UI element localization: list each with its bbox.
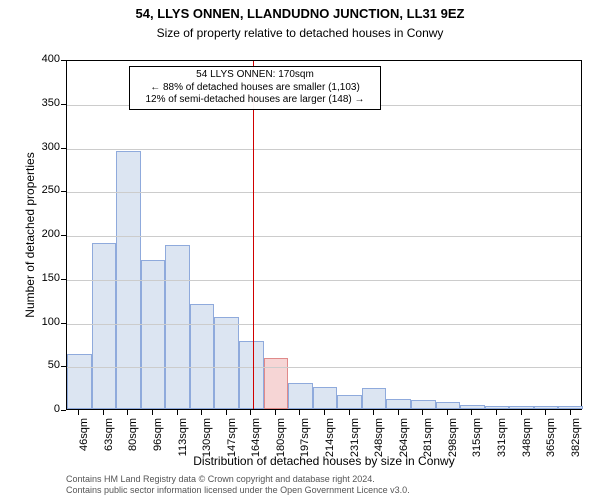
x-tick-mark — [103, 410, 104, 415]
y-tick-label: 0 — [10, 403, 60, 415]
chart-subtitle: Size of property relative to detached ho… — [0, 26, 600, 40]
gridline — [67, 280, 581, 281]
x-tick-mark — [496, 410, 497, 415]
y-tick-mark — [61, 410, 66, 411]
x-tick-mark — [299, 410, 300, 415]
gridline — [67, 149, 581, 150]
histogram-bar — [509, 406, 534, 410]
x-tick-mark — [398, 410, 399, 415]
y-tick-mark — [61, 279, 66, 280]
x-tick-mark — [250, 410, 251, 415]
gridline — [67, 324, 581, 325]
x-tick-mark — [570, 410, 571, 415]
reference-line — [253, 61, 254, 409]
y-tick-label: 50 — [10, 359, 60, 371]
annotation-line3: 12% of semi-detached houses are larger (… — [130, 94, 380, 107]
y-tick-label: 400 — [10, 53, 60, 65]
gridline — [67, 236, 581, 237]
histogram-bar — [190, 304, 215, 409]
histogram-bar — [141, 260, 166, 409]
y-tick-mark — [61, 148, 66, 149]
histogram-bar — [485, 406, 510, 410]
x-tick-mark — [127, 410, 128, 415]
gridline — [67, 367, 581, 368]
histogram-bar — [386, 399, 411, 410]
histogram-bar — [288, 383, 313, 409]
annotation-line1: 54 LLYS ONNEN: 170sqm — [130, 69, 380, 82]
histogram-bar — [239, 341, 264, 409]
chart-title: 54, LLYS ONNEN, LLANDUDNO JUNCTION, LL31… — [0, 6, 600, 21]
y-tick-mark — [61, 235, 66, 236]
y-axis-label: Number of detached properties — [23, 135, 37, 335]
x-tick-mark — [471, 410, 472, 415]
x-axis-label: Distribution of detached houses by size … — [66, 454, 582, 468]
histogram-bar — [165, 245, 190, 410]
y-tick-mark — [61, 60, 66, 61]
chart-page: { "chart": { "type": "histogram", "title… — [0, 0, 600, 500]
x-tick-mark — [545, 410, 546, 415]
y-tick-mark — [61, 323, 66, 324]
histogram-bar — [558, 406, 583, 409]
x-tick-mark — [177, 410, 178, 415]
histogram-bar — [411, 400, 436, 409]
histogram-bar — [362, 388, 387, 409]
histogram-bar — [214, 317, 239, 409]
credits-line2: Contains public sector information licen… — [66, 485, 582, 496]
chart-bars-layer — [67, 61, 581, 409]
histogram-bar — [337, 395, 362, 409]
histogram-bar — [67, 354, 92, 409]
histogram-bar — [264, 358, 289, 409]
gridline — [67, 192, 581, 193]
x-tick-mark — [201, 410, 202, 415]
x-tick-mark — [422, 410, 423, 415]
y-tick-mark — [61, 366, 66, 367]
y-tick-mark — [61, 104, 66, 105]
x-tick-mark — [275, 410, 276, 415]
x-tick-mark — [78, 410, 79, 415]
credits-line1: Contains HM Land Registry data © Crown c… — [66, 474, 582, 485]
x-tick-mark — [152, 410, 153, 415]
annotation-line2: ← 88% of detached houses are smaller (1,… — [130, 82, 380, 95]
x-tick-mark — [226, 410, 227, 415]
y-tick-label: 350 — [10, 97, 60, 109]
chart-plot-area: 54 LLYS ONNEN: 170sqm ← 88% of detached … — [66, 60, 582, 410]
histogram-bar — [460, 405, 485, 409]
x-tick-mark — [521, 410, 522, 415]
y-tick-mark — [61, 191, 66, 192]
histogram-bar — [313, 387, 338, 409]
x-tick-mark — [373, 410, 374, 415]
x-tick-mark — [447, 410, 448, 415]
x-tick-mark — [324, 410, 325, 415]
histogram-bar — [92, 243, 117, 409]
credits: Contains HM Land Registry data © Crown c… — [66, 474, 582, 496]
x-tick-mark — [349, 410, 350, 415]
histogram-bar — [534, 406, 559, 410]
histogram-bar — [436, 402, 461, 409]
annotation-box: 54 LLYS ONNEN: 170sqm ← 88% of detached … — [129, 66, 381, 110]
